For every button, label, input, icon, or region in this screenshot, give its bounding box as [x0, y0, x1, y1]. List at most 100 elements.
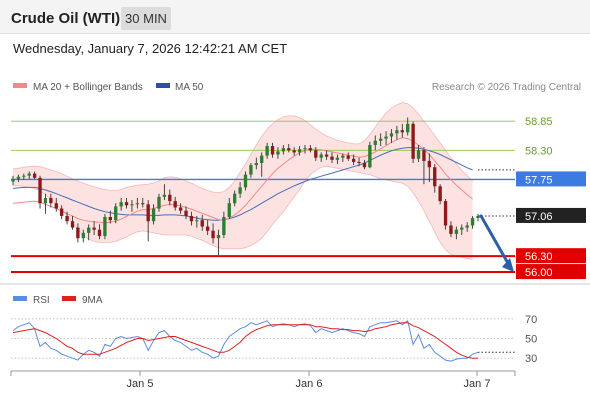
candle-body	[211, 230, 215, 239]
ma50-line	[12, 147, 473, 221]
candle-body	[119, 202, 123, 207]
candle-body	[427, 160, 432, 168]
candle-body	[216, 235, 221, 239]
bollinger-band-fill	[13, 102, 473, 260]
candle-body	[200, 220, 204, 227]
ma50-legend-label: MA 50	[175, 82, 204, 93]
candle-body	[162, 194, 167, 197]
candle-body	[130, 204, 134, 206]
candle-body	[22, 175, 26, 177]
ma9-legend-swatch	[62, 296, 76, 301]
candle-body	[32, 173, 37, 178]
candle-body	[433, 167, 437, 187]
candle-body	[238, 187, 242, 194]
candle-body	[384, 136, 388, 139]
candle-body	[411, 123, 415, 159]
rsi-ma-line	[12, 322, 478, 359]
candle-body	[308, 148, 313, 151]
time-tick-label: Jan 7	[464, 378, 491, 390]
level-58-30-label: 58.30	[525, 145, 553, 157]
candle-body	[205, 226, 210, 231]
candle-body	[178, 207, 183, 211]
candle-body	[227, 203, 231, 217]
candle-body	[103, 217, 107, 237]
candle-body	[476, 215, 480, 219]
candle-body	[254, 163, 258, 166]
chart-timestamp: Wednesday, January 7, 2026 12:42:21 AM C…	[13, 41, 288, 56]
chart-header: Crude Oil (WTI) 30 MIN	[0, 0, 590, 34]
candle-body	[27, 173, 31, 176]
candle-body	[49, 197, 53, 204]
candle-body	[287, 148, 291, 151]
candle-body	[157, 196, 161, 209]
candle-body	[378, 138, 383, 141]
candle-body	[346, 155, 350, 159]
candle-body	[276, 151, 280, 155]
bollinger-upper-line	[12, 102, 473, 194]
candle-body	[146, 204, 150, 222]
candle-body	[38, 177, 42, 204]
time-tick-label: Jan 6	[296, 378, 323, 390]
candle-body	[395, 130, 399, 134]
instrument-title: Crude Oil (WTI)	[11, 10, 121, 27]
rsi-line	[12, 319, 479, 362]
candle-body	[151, 208, 156, 222]
timeframe-button[interactable]: 30 MIN	[121, 7, 171, 30]
candle-body	[11, 178, 15, 182]
candle-body	[406, 123, 410, 133]
candle-body	[470, 218, 475, 226]
candle-body	[59, 208, 64, 216]
candle-body	[303, 148, 307, 150]
ma20-legend-swatch	[13, 83, 27, 88]
candle-body	[314, 150, 318, 158]
candle-body	[108, 217, 113, 221]
ma50-legend-swatch	[156, 83, 170, 88]
candle-body	[124, 202, 129, 206]
candle-body	[260, 155, 264, 163]
level-57-75-tag	[516, 171, 586, 187]
candle-body	[270, 146, 275, 155]
level-56-00-tag	[516, 264, 586, 280]
candle-body	[416, 150, 421, 159]
candle-body	[335, 157, 340, 160]
candle-body	[43, 197, 48, 204]
ma20-line	[12, 137, 473, 224]
candle-body	[368, 145, 372, 168]
candle-body	[265, 146, 269, 156]
osc-tick-label-50: 50	[525, 334, 537, 346]
bollinger-lower-line	[12, 165, 473, 260]
candle-body	[454, 229, 459, 234]
candle-body	[243, 174, 248, 188]
level-56-00-label: 56.00	[525, 267, 553, 279]
candle-body	[141, 203, 145, 205]
price-plot: 58.85 58.30 57.75 57.06 56.30 56.00	[11, 102, 586, 280]
candle-body	[373, 140, 377, 145]
candle-body	[297, 149, 302, 153]
candle-body	[65, 215, 69, 222]
candle-body	[449, 225, 453, 234]
osc-tick-label-70: 70	[525, 314, 537, 326]
projection-arrowhead	[502, 258, 514, 273]
ma20-legend-label: MA 20 + Bollinger Bands	[33, 82, 143, 93]
candle-body	[76, 227, 80, 239]
oscillator-legend: RSI 9MA	[13, 295, 103, 306]
candle-body	[460, 227, 464, 230]
level-57-06-tag	[516, 207, 586, 223]
oscillator-plot: 70 50 30	[11, 314, 537, 365]
candle-body	[362, 163, 367, 168]
candle-body	[173, 201, 177, 208]
level-57-06-label: 57.06	[525, 211, 553, 223]
candle-body	[189, 215, 194, 222]
rsi-legend-label: RSI	[33, 295, 50, 306]
candle-body	[400, 130, 404, 133]
candle-body	[422, 150, 426, 161]
projection-arrow	[479, 214, 511, 267]
level-58-85-label: 58.85	[525, 116, 553, 128]
candle-body	[16, 176, 21, 179]
candle-body	[81, 232, 85, 239]
candle-body	[351, 158, 356, 162]
level-56-30-tag	[516, 248, 586, 264]
candle-body	[233, 193, 237, 204]
price-legend: MA 20 + Bollinger Bands MA 50 Research ©…	[13, 82, 581, 93]
